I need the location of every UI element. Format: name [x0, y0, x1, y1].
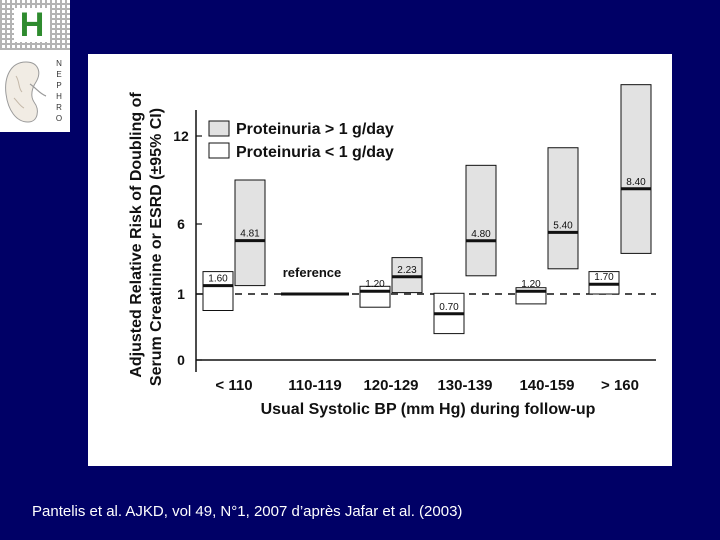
- y-tick-label: 1: [177, 286, 185, 302]
- legend-label-low: Proteinuria < 1 g/day: [236, 144, 394, 161]
- x-category-label: 110-119: [288, 377, 341, 394]
- data-value-label: 4.81: [240, 229, 260, 240]
- data-value-label: 0.70: [439, 302, 459, 313]
- data-value-label: 1.20: [521, 279, 541, 290]
- ci-box-low-proteinuria: [202, 271, 234, 312]
- logo-letter: P: [56, 81, 62, 90]
- data-value-label: 8.40: [626, 177, 646, 188]
- chart-panel: Adjusted Relative Risk of Doubling of Se…: [88, 54, 672, 466]
- x-category-label: 130-139: [437, 377, 492, 394]
- relative-risk-chart: Adjusted Relative Risk of Doubling of Se…: [128, 84, 656, 418]
- ci-box-high-proteinuria: [547, 147, 579, 270]
- x-category-label: 140-159: [519, 377, 574, 394]
- y-tick-label: 12: [173, 128, 189, 144]
- x-category-label: 120-129: [363, 377, 418, 394]
- logo-letter: O: [55, 114, 63, 123]
- logo-letter: E: [56, 70, 62, 79]
- y-tick-label: 6: [177, 216, 185, 232]
- data-value-label: 2.23: [397, 265, 417, 276]
- data-value-label: 1.20: [365, 279, 385, 290]
- logo-letter: N: [56, 59, 62, 68]
- logo-letter: R: [56, 103, 62, 112]
- ci-box-high-proteinuria: [465, 164, 497, 277]
- data-value-label: 1.70: [594, 272, 614, 283]
- logo-h-letter: H: [14, 8, 50, 42]
- y-axis-ticks: 0 1 6 12: [173, 128, 202, 368]
- y-axis-title-line2: Serum Creatinine or ESRD (±95% CI): [148, 108, 165, 386]
- x-category-label: < 110: [215, 377, 252, 394]
- x-axis-categories: < 110 110-119 120-129 130-139 140-159 > 160: [215, 377, 639, 394]
- legend-swatch-high: [208, 120, 230, 137]
- y-tick-label: 0: [177, 352, 185, 368]
- data-value-label: 5.40: [553, 220, 573, 231]
- legend-swatch-low: [208, 142, 230, 159]
- data-value-label: 1.60: [208, 274, 228, 285]
- legend-label-high: Proteinuria > 1 g/day: [236, 121, 394, 138]
- citation-text: Pantelis et al. AJKD, vol 49, N°1, 2007 …: [32, 503, 463, 520]
- reference-label: reference: [283, 265, 342, 280]
- chart-legend: Proteinuria > 1 g/day Proteinuria < 1 g/…: [208, 120, 394, 161]
- y-axis-title-line1: Adjusted Relative Risk of Doubling of: [128, 92, 145, 378]
- ci-boxes: 4.81 2.23 4.80 5.40 8.40 1.60 1.20 0.70 1.20 1.70: [202, 84, 652, 335]
- data-value-label: 4.80: [471, 229, 491, 240]
- ci-box-high-proteinuria: [234, 179, 266, 287]
- x-category-label: > 160: [601, 377, 639, 394]
- ci-box-high-proteinuria: [391, 257, 423, 294]
- x-axis-title: Usual Systolic BP (mm Hg) during follow-…: [261, 401, 596, 418]
- ci-box-high-proteinuria: [620, 84, 652, 254]
- kidney-icon: [5, 61, 47, 123]
- logo-letter: H: [56, 92, 62, 101]
